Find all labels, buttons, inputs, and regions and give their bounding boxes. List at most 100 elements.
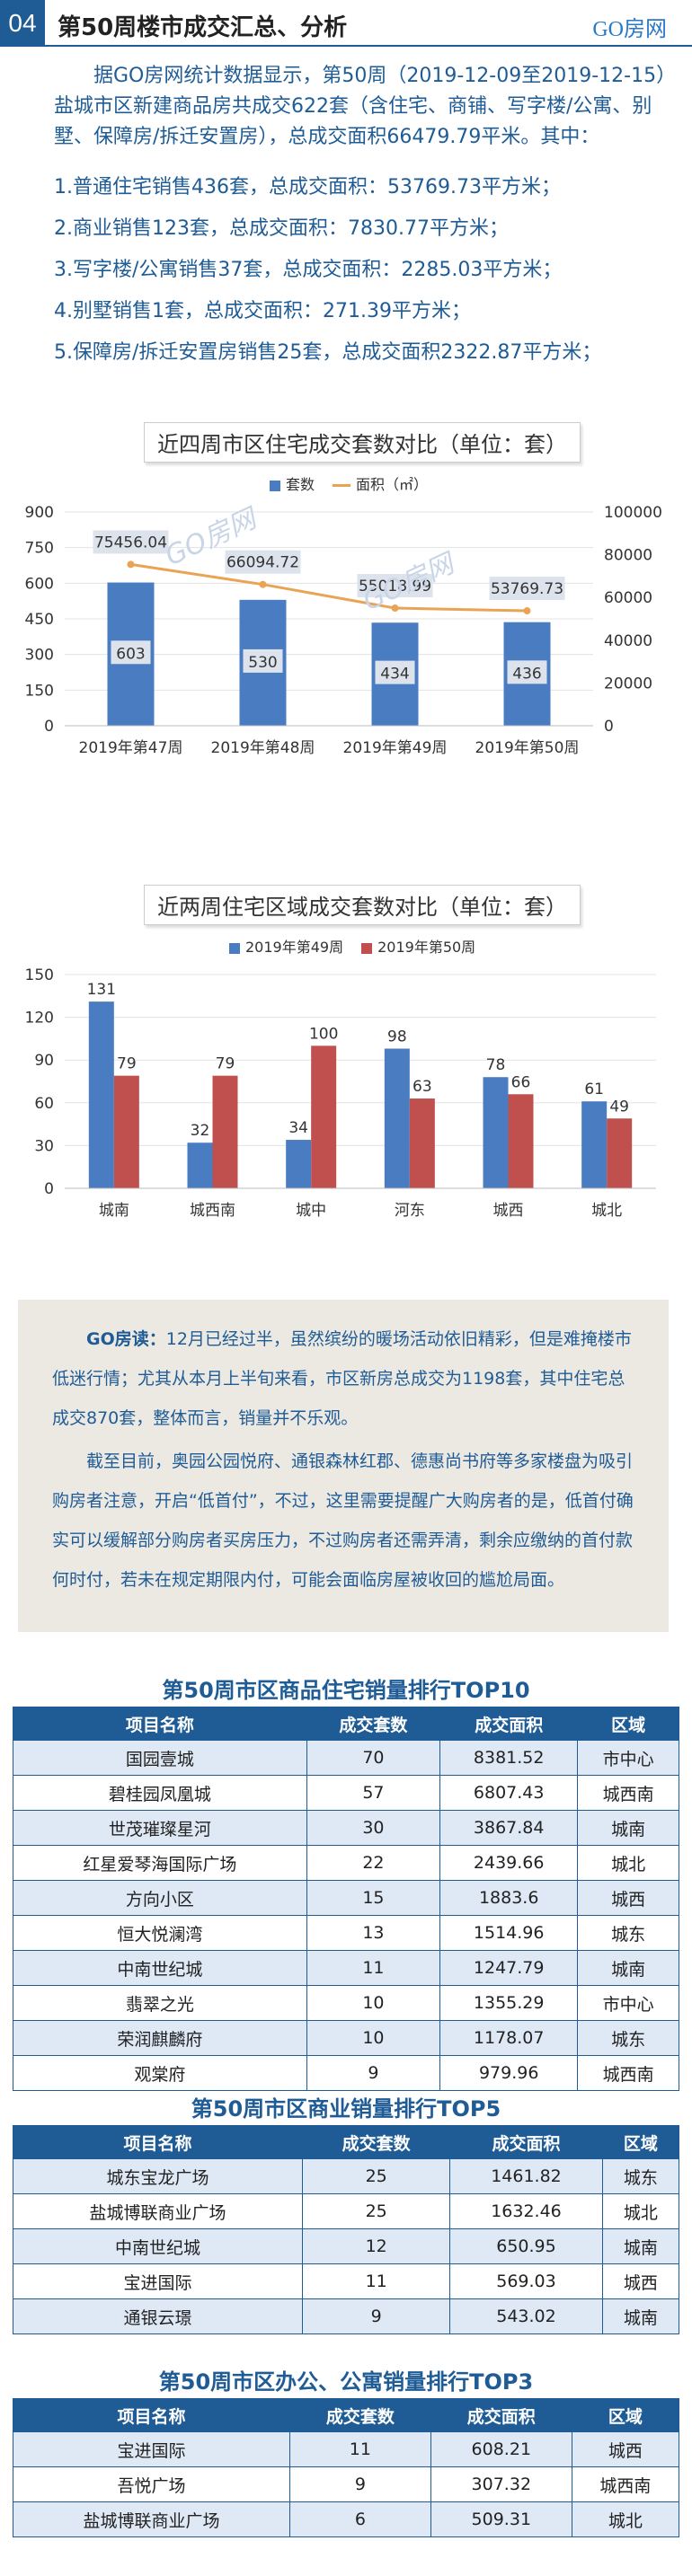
- table-header-cell: 成交套数: [306, 1707, 441, 1741]
- table-cell: 城北: [601, 2193, 680, 2229]
- data-label: 78: [486, 1056, 506, 1074]
- y-tick-label: 900: [25, 504, 54, 522]
- table-row: 方向小区 15 1883.6 城西: [13, 1880, 679, 1916]
- line-label-bg: [357, 574, 433, 598]
- chart2-title: 近两周住宅区域成交套数对比（单位：套）: [144, 885, 581, 925]
- table-header-row: 项目名称 成交套数 成交面积 区域: [13, 1707, 679, 1741]
- reading-label: GO房读：: [86, 1329, 166, 1349]
- table-cell: 10: [306, 2020, 441, 2056]
- summary-item-villa: 4.别墅销售1套，总成交面积：271.39平方米；: [54, 300, 471, 322]
- table-header-cell: 区域: [601, 2125, 680, 2159]
- table-row: 世茂璀璨星河 30 3867.84 城南: [13, 1810, 679, 1846]
- table-cell: 2439.66: [439, 1845, 579, 1881]
- table-cell: 543.02: [449, 2298, 603, 2334]
- table-row: 中南世纪城 11 1247.79 城南: [13, 1950, 679, 1986]
- table-cell: 翡翠之光: [13, 1985, 307, 2021]
- summary-list: 1.普通住宅销售436套，总成交面积：53769.73平方米； 2.商业销售12…: [54, 167, 674, 374]
- bar: [483, 1077, 509, 1188]
- data-label-bg: [375, 660, 415, 684]
- summary-item-residential: 1.普通住宅销售436套，总成交面积：53769.73平方米；: [54, 176, 561, 198]
- table-cell: 11: [288, 2431, 431, 2467]
- weekly-trend-chart: 近四周市区住宅成交套数对比（单位：套） 套数 面积（㎡） 0 150 300 450 6…: [9, 422, 676, 799]
- table-cell: 城南: [601, 2228, 680, 2264]
- table-row: 翡翠之光 10 1355.29 市中心: [13, 1985, 679, 2021]
- section-number: 04: [0, 0, 45, 47]
- table-row: 吾悦广场 9 307.32 城西南: [13, 2466, 680, 2502]
- table-cell: 11: [302, 2263, 451, 2299]
- line-data-label: 55018.99: [359, 578, 431, 595]
- data-label: 79: [117, 1055, 137, 1073]
- table-header-row: 项目名称 成交套数 成交面积 区域: [12, 2125, 680, 2159]
- data-label: 434: [380, 666, 409, 684]
- y2-tick-label: 100000: [604, 504, 662, 522]
- bar: [212, 1075, 238, 1188]
- table-cell: 中南世纪城: [12, 2228, 304, 2264]
- table-cell: 宝进国际: [13, 2431, 290, 2467]
- table-header-cell: 成交面积: [449, 2125, 603, 2159]
- data-label: 530: [248, 654, 277, 672]
- table-row: 恒大悦澜湾 13 1514.96 城东: [13, 1915, 679, 1951]
- reading-paragraph-1: GO房读：12月已经过半，虽然缤纷的暖场活动依旧精彩，但是难掩楼市低迷行情；尤其…: [52, 1329, 632, 1428]
- table-header-cell: 区域: [577, 1707, 679, 1741]
- table-row: 荣润麒麟府 10 1178.07 城东: [13, 2020, 679, 2056]
- table-row: 碧桂园凤凰城 57 6807.43 城西南: [13, 1775, 679, 1811]
- x-tick-label: 2019年第47周: [79, 739, 183, 757]
- chart2-legend: 2019年第49周 2019年第50周: [229, 935, 475, 957]
- table-cell: 城北: [577, 1845, 679, 1881]
- line-data-label: 75456.04: [94, 534, 167, 551]
- legend-item-week49: 2019年第49周: [229, 935, 343, 957]
- chart1-plot: 0 150 300 450 600 750 900 0 20000 40000 60000 80000…: [25, 502, 662, 757]
- chart1-legend: 套数 面积（㎡）: [270, 472, 428, 494]
- table-header-cell: 成交面积: [439, 1707, 579, 1741]
- y-tick-label: 600: [25, 575, 54, 593]
- y-tick-label: 0: [44, 718, 54, 736]
- line-data-label: 66094.72: [226, 554, 299, 572]
- table-cell: 650.95: [449, 2228, 603, 2264]
- line-label-bg: [489, 577, 565, 601]
- table-cell: 中南世纪城: [13, 1950, 307, 1986]
- table2-title: 第50周市区商业销量排行TOP5: [191, 2096, 501, 2122]
- table-cell: 城西南: [577, 1775, 679, 1811]
- data-label: 63: [413, 1078, 432, 1096]
- data-label: 61: [584, 1081, 604, 1098]
- y2-tick-label: 20000: [604, 675, 652, 693]
- table-cell: 城东: [601, 2158, 680, 2194]
- table-cell: 569.03: [449, 2263, 603, 2299]
- table-cell: 13: [306, 1915, 441, 1951]
- line-label-bg: [225, 550, 301, 574]
- bar: [384, 1048, 410, 1188]
- table-header-cell: 成交面积: [430, 2398, 572, 2432]
- table-row: 宝进国际 11 569.03 城西: [12, 2263, 680, 2299]
- y2-tick-label: 0: [604, 718, 614, 736]
- data-label: 98: [387, 1028, 407, 1046]
- table-cell: 方向小区: [13, 1880, 307, 1916]
- brand-logo: GO房网: [592, 18, 667, 41]
- summary-item-commercial: 2.商业销售123套，总成交面积：7830.77平方米；: [54, 217, 509, 240]
- x-tick-label: 2019年第48周: [211, 739, 315, 757]
- summary-item-office: 3.写字楼/公寓销售37套，总成交面积：2285.03平方米；: [54, 259, 563, 281]
- chart2-plot: 0 30 60 90 120 150 131 79 城南 32 79 城西南 34 100 城中 98 63 河东…: [25, 966, 656, 1220]
- y-tick-label: 0: [44, 1180, 54, 1198]
- x-tick-label: 河东: [395, 1202, 425, 1220]
- legend-item-count: 套数: [270, 472, 315, 494]
- data-label: 79: [216, 1055, 235, 1073]
- x-tick-label: 城北: [591, 1202, 622, 1220]
- table-cell: 城东: [577, 2020, 679, 2056]
- table-cell: 15: [306, 1880, 441, 1916]
- table-cell: 70: [306, 1740, 441, 1776]
- data-label-bg: [243, 648, 283, 673]
- table-cell: 观棠府: [13, 2055, 307, 2091]
- bar: [508, 1094, 534, 1188]
- data-label-bg: [507, 660, 547, 684]
- table-cell: 城西南: [571, 2466, 680, 2502]
- data-label: 603: [116, 645, 145, 663]
- go-reading-box: GO房读：12月已经过半，虽然缤纷的暖场活动依旧精彩，但是难掩楼市低迷行情；尤其…: [18, 1300, 669, 1632]
- table-row: 盐城博联商业广场 25 1632.46 城北: [12, 2193, 680, 2229]
- table1-title: 第50周市区商品住宅销量排行TOP10: [162, 1678, 530, 1703]
- table-row: 宝进国际 11 608.21 城西: [13, 2431, 680, 2467]
- x-tick-label: 2019年第50周: [475, 739, 580, 757]
- section-header: 04 第50周楼市成交汇总、分析 GO房网: [0, 0, 692, 47]
- table-cell: 25: [302, 2158, 451, 2194]
- table-row: 红星爱琴海国际广场 22 2439.66 城北: [13, 1845, 679, 1881]
- table-cell: 11: [306, 1950, 441, 1986]
